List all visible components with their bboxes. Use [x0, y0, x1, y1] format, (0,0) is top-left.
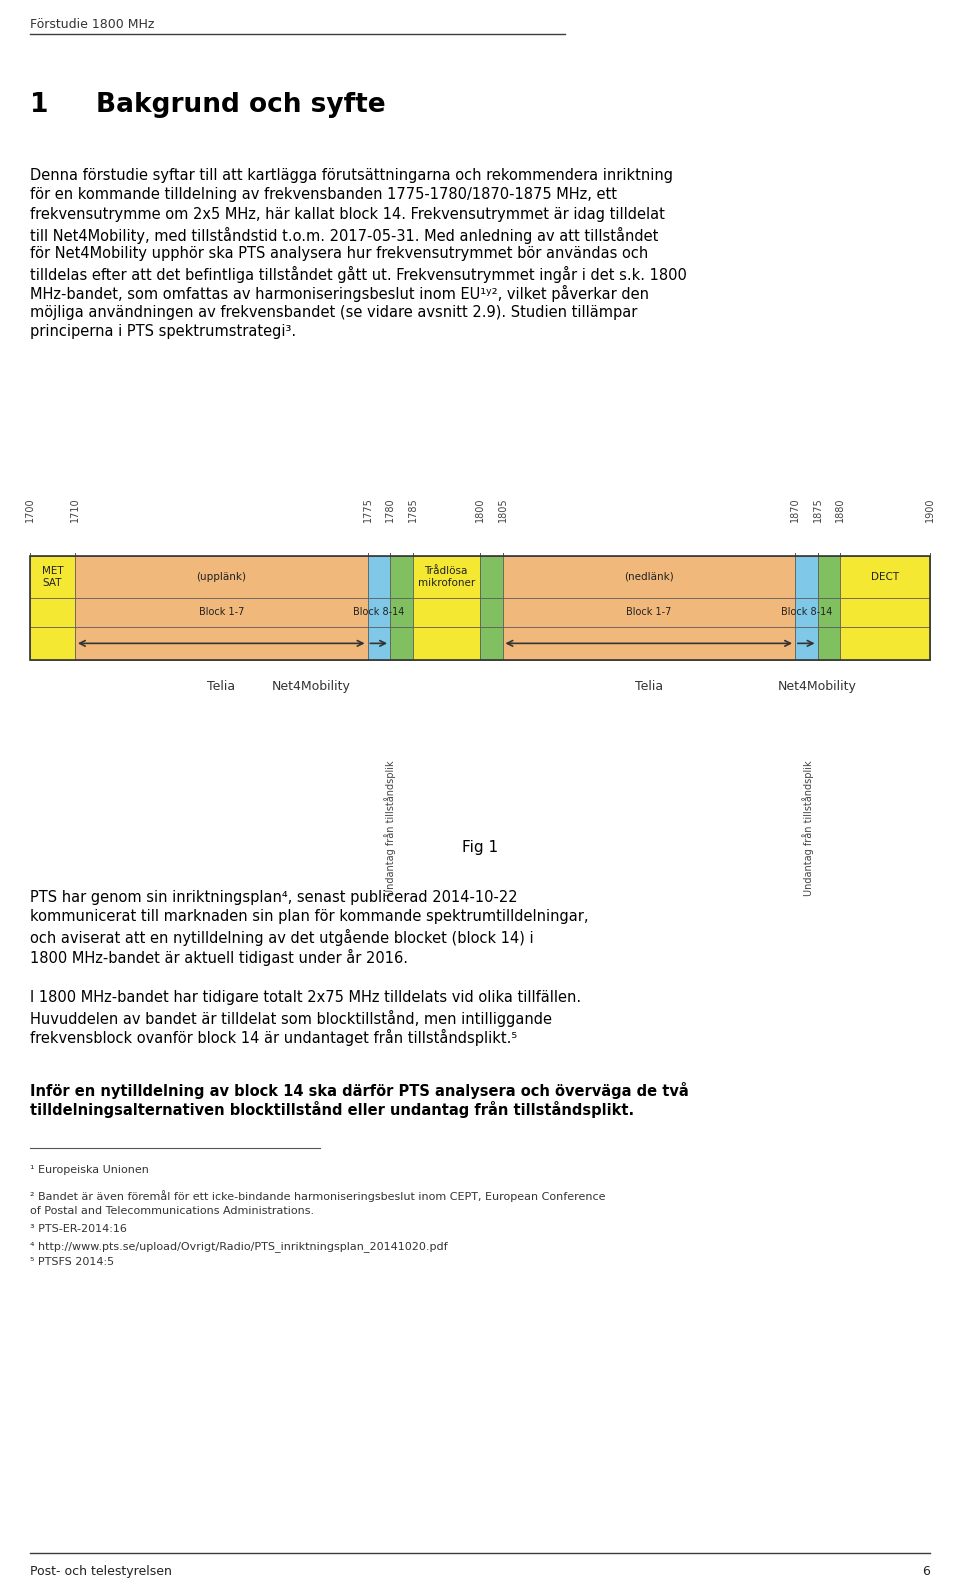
- Text: (nedlänk): (nedlänk): [624, 572, 674, 581]
- Text: of Postal and Telecommunications Administrations.: of Postal and Telecommunications Adminis…: [30, 1206, 314, 1215]
- Text: frekvensblock ovanför block 14 är undantaget från tillståndsplikt.⁵: frekvensblock ovanför block 14 är undant…: [30, 1029, 517, 1047]
- Text: för Net4Mobility upphör ska PTS analysera hur frekvensutrymmet bör användas och: för Net4Mobility upphör ska PTS analyser…: [30, 245, 648, 261]
- Text: Block 1-7: Block 1-7: [626, 607, 671, 616]
- Text: Förstudie 1800 MHz: Förstudie 1800 MHz: [30, 18, 155, 30]
- Text: Trådlösa
mikrofoner: Trådlösa mikrofoner: [418, 566, 475, 588]
- Text: 1800: 1800: [475, 497, 485, 523]
- Text: Telia: Telia: [635, 680, 662, 693]
- Text: Post- och telestyrelsen: Post- och telestyrelsen: [30, 1564, 172, 1579]
- Text: 1900: 1900: [925, 497, 935, 523]
- Text: Net4Mobility: Net4Mobility: [778, 680, 857, 693]
- Text: möjliga användningen av frekvensbandet (se vidare avsnitt 2.9). Studien tillämpa: möjliga användningen av frekvensbandet (…: [30, 304, 637, 320]
- Text: Block 8-14: Block 8-14: [780, 607, 832, 616]
- Text: 6: 6: [923, 1564, 930, 1579]
- Text: ⁵ PTSFS 2014:5: ⁵ PTSFS 2014:5: [30, 1257, 114, 1268]
- Text: Huvuddelen av bandet är tilldelat som blocktillstånd, men intilliggande: Huvuddelen av bandet är tilldelat som bl…: [30, 1010, 552, 1026]
- Text: ¹ Europeiska Unionen: ¹ Europeiska Unionen: [30, 1164, 149, 1176]
- Text: DECT: DECT: [871, 572, 900, 581]
- Text: för en kommande tilldelning av frekvensbanden 1775-1780/1870-1875 MHz, ett: för en kommande tilldelning av frekvensb…: [30, 188, 617, 202]
- Text: 1780: 1780: [385, 497, 395, 523]
- Text: till Net4Mobility, med tillståndstid t.o.m. 2017-05-31. Med anledning av att til: till Net4Mobility, med tillståndstid t.o…: [30, 226, 659, 244]
- Text: 1: 1: [30, 92, 49, 118]
- Text: ⁴ http://www.pts.se/upload/Ovrigt/Radio/PTS_inriktningsplan_20141020.pdf: ⁴ http://www.pts.se/upload/Ovrigt/Radio/…: [30, 1241, 447, 1252]
- Text: 1785: 1785: [407, 497, 418, 523]
- Text: Inför en nytilldelning av block 14 ska därför PTS analysera och överväga de två: Inför en nytilldelning av block 14 ska d…: [30, 1082, 688, 1099]
- Text: 1700: 1700: [25, 497, 35, 523]
- Text: frekvensutrymme om 2x5 MHz, här kallat block 14. Frekvensutrymmet är idag tillde: frekvensutrymme om 2x5 MHz, här kallat b…: [30, 207, 665, 221]
- Text: tilldelningsalternativen blocktillstånd eller undantag från tillståndsplikt.: tilldelningsalternativen blocktillstånd …: [30, 1101, 635, 1118]
- Text: Undantag från tillståndsplik: Undantag från tillståndsplik: [384, 760, 396, 895]
- Text: kommunicerat till marknaden sin plan för kommande spektrumtilldelningar,: kommunicerat till marknaden sin plan för…: [30, 910, 588, 924]
- Text: MET
SAT: MET SAT: [41, 566, 63, 588]
- Text: 1775: 1775: [363, 497, 372, 523]
- Text: principerna i PTS spektrumstrategi³.: principerna i PTS spektrumstrategi³.: [30, 323, 296, 339]
- Text: I 1800 MHz-bandet har tidigare totalt 2x75 MHz tilldelats vid olika tillfällen.: I 1800 MHz-bandet har tidigare totalt 2x…: [30, 989, 581, 1005]
- Text: ³ PTS-ER-2014:16: ³ PTS-ER-2014:16: [30, 1223, 127, 1235]
- Text: 1880: 1880: [835, 497, 845, 523]
- Text: (upplänk): (upplänk): [196, 572, 247, 581]
- Text: och aviserat att en nytilldelning av det utgående blocket (block 14) i: och aviserat att en nytilldelning av det…: [30, 929, 534, 946]
- Text: 1800 MHz-bandet är aktuell tidigast under år 2016.: 1800 MHz-bandet är aktuell tidigast unde…: [30, 948, 408, 965]
- Text: Net4Mobility: Net4Mobility: [272, 680, 350, 693]
- Text: Denna förstudie syftar till att kartlägga förutsättningarna och rekommendera inr: Denna förstudie syftar till att kartlägg…: [30, 167, 673, 183]
- Text: 1805: 1805: [497, 497, 508, 523]
- Text: 1870: 1870: [790, 497, 800, 523]
- Text: Block 1-7: Block 1-7: [199, 607, 244, 616]
- Text: ² Bandet är även föremål för ett icke-bindande harmoniseringsbeslut inom CEPT, E: ² Bandet är även föremål för ett icke-bi…: [30, 1190, 606, 1203]
- Text: 1710: 1710: [70, 497, 80, 523]
- Text: Fig 1: Fig 1: [462, 840, 498, 855]
- Text: Telia: Telia: [207, 680, 235, 693]
- Text: Block 8-14: Block 8-14: [353, 607, 404, 616]
- Text: PTS har genom sin inriktningsplan⁴, senast publicerad 2014-10-22: PTS har genom sin inriktningsplan⁴, sena…: [30, 890, 517, 905]
- Text: Undantag från tillståndsplik: Undantag från tillståndsplik: [803, 760, 814, 895]
- Text: tilldelas efter att det befintliga tillståndet gått ut. Frekvensutrymmet ingår i: tilldelas efter att det befintliga tills…: [30, 266, 686, 282]
- Text: 1875: 1875: [812, 497, 823, 523]
- Text: MHz-bandet, som omfattas av harmoniseringsbeslut inom EU¹ʸ², vilket påverkar den: MHz-bandet, som omfattas av harmoniserin…: [30, 285, 649, 303]
- Text: Bakgrund och syfte: Bakgrund och syfte: [96, 92, 386, 118]
